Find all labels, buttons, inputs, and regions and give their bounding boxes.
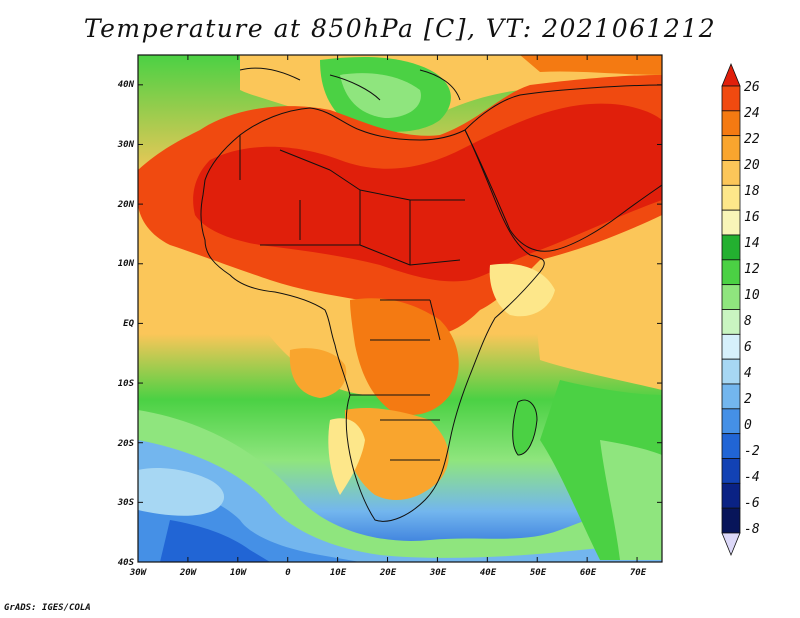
colorbar-label-16: 16 xyxy=(744,210,760,225)
map-title: Temperature at 850hPa [C], VT: 202106121… xyxy=(83,14,717,43)
colorbar xyxy=(721,62,741,557)
lat-label-20s: 20S xyxy=(117,439,135,449)
colorbar-labels: 26 24 22 20 18 16 14 12 10 8 6 4 2 0 -2 … xyxy=(744,80,760,537)
lon-label-60e: 60E xyxy=(580,568,597,578)
colorbar-swatch xyxy=(721,358,741,385)
colorbar-label-12: 12 xyxy=(744,262,760,277)
lon-label-70e: 70E xyxy=(630,568,647,578)
colorbar-swatch xyxy=(721,209,741,236)
colorbar-label-18: 18 xyxy=(744,184,760,199)
lat-label-eq: EQ xyxy=(123,319,134,329)
colorbar-swatch xyxy=(721,259,741,286)
colorbar-label-14: 14 xyxy=(744,236,760,251)
colorbar-swatch xyxy=(721,160,741,186)
colorbar-swatch xyxy=(721,383,741,410)
lat-label-20n: 20N xyxy=(117,200,135,210)
colorbar-label-neg6: -6 xyxy=(744,496,760,511)
colorbar-top-arrow xyxy=(721,62,741,87)
colorbar-label-22: 22 xyxy=(744,132,760,147)
lon-label-10e: 10E xyxy=(330,568,347,578)
colorbar-label-6: 6 xyxy=(744,340,752,355)
colorbar-swatch xyxy=(721,85,741,112)
colorbar-swatch xyxy=(721,135,741,161)
colorbar-label-24: 24 xyxy=(744,106,760,121)
credit-text: GrADS: IGES/COLA xyxy=(4,603,91,613)
colorbar-swatch xyxy=(721,433,741,459)
lon-label-20e: 20E xyxy=(379,568,397,578)
colorbar-label-20: 20 xyxy=(744,158,760,173)
lat-label-10n: 10N xyxy=(118,259,135,269)
lon-label-0: 0 xyxy=(285,568,291,578)
colorbar-label-neg8: -8 xyxy=(744,522,760,537)
colorbar-label-26: 26 xyxy=(744,80,760,95)
colorbar-swatch xyxy=(721,333,741,360)
colorbar-label-0: 0 xyxy=(744,418,752,433)
lon-label-20w: 20W xyxy=(179,568,198,578)
colorbar-swatch xyxy=(721,284,741,310)
temperature-field xyxy=(138,55,662,562)
colorbar-bottom-arrow xyxy=(721,532,741,557)
lon-label-10w: 10W xyxy=(230,568,248,578)
colorbar-label-8: 8 xyxy=(744,314,752,329)
lat-label-40s: 40S xyxy=(118,558,135,568)
colorbar-label-10: 10 xyxy=(744,288,760,303)
lat-label-10s: 10S xyxy=(118,379,135,389)
lat-labels: 40N 30N 20N 10N EQ 10S 20S 30S 40S xyxy=(117,80,135,568)
colorbar-swatch xyxy=(721,234,741,261)
colorbar-label-2: 2 xyxy=(744,392,752,407)
colorbar-swatch xyxy=(721,458,741,484)
lon-label-30w: 30W xyxy=(129,568,148,578)
colorbar-label-neg2: -2 xyxy=(744,444,760,459)
map-frame xyxy=(137,54,663,563)
lon-labels: 30W 20W 10W 0 10E 20E 30E 40E 50E 60E 70… xyxy=(129,568,647,578)
colorbar-swatch xyxy=(721,482,741,509)
lat-label-30n: 30N xyxy=(117,140,135,150)
colorbar-swatch xyxy=(721,184,741,211)
lon-label-30e: 30E xyxy=(429,568,447,578)
lon-label-40e: 40E xyxy=(480,568,497,578)
lat-label-30s: 30S xyxy=(117,498,135,508)
lon-label-50e: 50E xyxy=(530,568,547,578)
colorbar-swatch xyxy=(721,309,741,335)
lat-label-40n: 40N xyxy=(118,80,135,90)
coastlines xyxy=(200,67,662,522)
colorbar-label-neg4: -4 xyxy=(744,470,760,485)
axis-ticks xyxy=(137,55,662,563)
colorbar-label-4: 4 xyxy=(744,366,752,381)
colorbar-swatch xyxy=(721,110,741,137)
colorbar-swatch xyxy=(721,408,741,435)
colorbar-swatch xyxy=(721,507,741,534)
